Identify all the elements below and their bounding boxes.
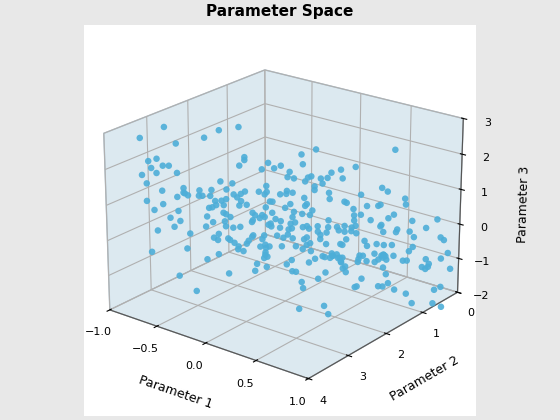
Y-axis label: Parameter 2: Parameter 2 bbox=[388, 353, 461, 403]
Title: Parameter Space: Parameter Space bbox=[206, 4, 354, 19]
X-axis label: Parameter 1: Parameter 1 bbox=[137, 373, 214, 411]
